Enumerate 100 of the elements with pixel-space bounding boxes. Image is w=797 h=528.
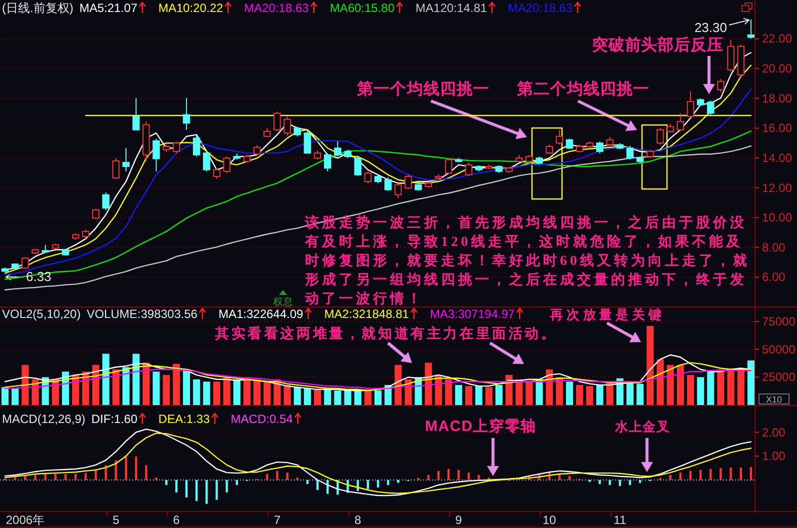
bar (628, 480, 632, 485)
text: MA5:21.07 (79, 1, 138, 15)
bar (747, 360, 754, 405)
y-tick-label: 14.00 (762, 150, 792, 165)
bar (286, 472, 288, 480)
bar (185, 480, 188, 498)
bar (608, 480, 611, 485)
bar (495, 384, 502, 405)
bar (102, 354, 110, 405)
bar (213, 382, 220, 405)
bar (64, 474, 67, 480)
bar (193, 379, 200, 405)
bar (720, 468, 722, 480)
bar (566, 382, 574, 405)
bar (447, 469, 450, 480)
chart-title: VOL2(5,10,20) (2, 307, 81, 321)
bar (576, 384, 584, 405)
y-tick-label: 75000 (762, 314, 796, 328)
bar (740, 468, 742, 480)
annotation: 再次放量是关键 (550, 307, 665, 322)
bar (92, 364, 100, 405)
bar (506, 374, 513, 405)
bar (526, 382, 533, 405)
bar (54, 474, 57, 480)
bar (386, 480, 390, 485)
y-tick-label: 8.00 (762, 240, 786, 254)
bar (458, 470, 460, 480)
y-tick-label: 10.00 (762, 210, 792, 225)
bar (233, 379, 240, 405)
bar (254, 379, 261, 405)
bar (475, 386, 482, 405)
bar (344, 389, 352, 405)
line-series (4, 354, 752, 392)
annotation: 其实看看这两堆量，就知道有主力在里面活动。 (215, 327, 558, 342)
bar (294, 387, 301, 405)
bar (618, 480, 622, 486)
bar (24, 476, 26, 480)
y-tick-label: 22.00 (762, 32, 792, 46)
bar (737, 369, 744, 405)
bar (636, 384, 644, 405)
annotation: MACD上穿零轴 (425, 418, 536, 435)
bar (172, 364, 180, 405)
bar (710, 469, 712, 480)
bar (74, 474, 77, 480)
annotation: 水上金叉 (615, 419, 670, 434)
bar (314, 389, 322, 405)
bar (182, 369, 190, 405)
bar (404, 379, 412, 405)
x-tick-label: 7 (274, 513, 281, 527)
bar (397, 480, 400, 483)
bar (175, 480, 178, 492)
text: MA1:322644.09 (218, 307, 304, 321)
bar (12, 388, 19, 405)
annotation: 突破前头部后反压 (592, 37, 724, 54)
bar (656, 359, 664, 405)
text: MA2:321848.81 (324, 307, 410, 321)
bar (686, 374, 694, 405)
bar (216, 480, 218, 500)
bar (284, 384, 291, 405)
bar (206, 480, 208, 504)
text: MA20:18.63 (508, 1, 573, 15)
text: MA3:307194.97 (430, 307, 515, 321)
bar (376, 480, 380, 488)
bar (646, 326, 654, 405)
y-tick-label: 6.00 (762, 270, 786, 284)
bar (697, 377, 704, 405)
bar (707, 372, 714, 405)
bar (676, 364, 684, 405)
y-tick-label: 20.00 (762, 62, 792, 76)
bar (2, 387, 9, 405)
y-tick-label: 1.00 (762, 449, 786, 464)
bar (478, 474, 480, 480)
x-tick-label: 9 (455, 513, 462, 527)
y-tick-label: 50000 (762, 342, 796, 356)
bar (445, 379, 452, 405)
x-tick-label: 10 (542, 513, 556, 527)
text: MACD(12,26,9) (2, 412, 86, 426)
annotation: 权息 (273, 297, 293, 308)
bar (669, 474, 672, 480)
bar (152, 372, 160, 405)
bar (750, 467, 752, 480)
x-tick-label: 8 (354, 513, 362, 527)
series-label: DEA:1.33 (158, 412, 210, 426)
bar (626, 382, 634, 405)
chart-title: (日线.前复权) (2, 1, 74, 15)
bar (366, 480, 370, 490)
bar (679, 472, 682, 480)
y-tick-label: 18.00 (762, 91, 792, 106)
bar (165, 480, 168, 485)
annotation: 第二个均线四挑一 (517, 81, 650, 98)
bar (122, 367, 130, 405)
bar (689, 470, 692, 480)
bar (112, 369, 120, 405)
bar (94, 470, 97, 480)
bar (304, 388, 311, 405)
bar (468, 472, 470, 480)
bar (465, 386, 472, 405)
bar (394, 364, 402, 405)
bar (195, 480, 198, 501)
bar (145, 465, 148, 480)
